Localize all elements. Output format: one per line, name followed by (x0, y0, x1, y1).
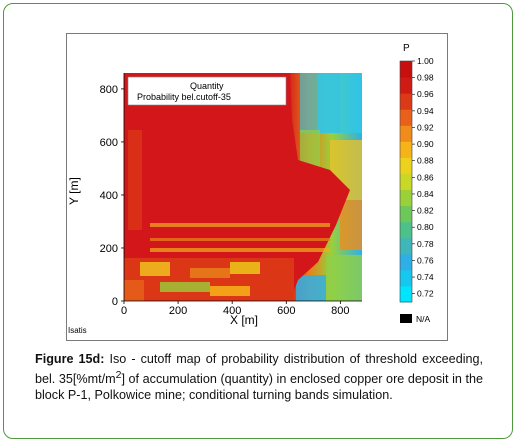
colorbar-segment (400, 77, 412, 94)
colorbar-segment (400, 157, 412, 174)
colorbar-segment (400, 189, 412, 207)
colorbar-segment (400, 141, 412, 158)
colorbar-tick-label: 0.76 (417, 255, 434, 265)
colorbar-tick-label: 0.92 (417, 122, 434, 132)
software-label: Isatis (68, 326, 87, 335)
map-legend-box (127, 76, 287, 106)
colorbar-segment (400, 205, 412, 223)
colorbar-segment (400, 221, 412, 239)
y-axis-label: Y [m] (67, 177, 81, 205)
colorbar-segment (400, 61, 412, 78)
colorbar-missing-label: N/A (416, 314, 431, 324)
colorbar-tick-label: 0.78 (417, 239, 434, 249)
colorbar-segment (400, 93, 412, 110)
caption-label: Figure 15d: (35, 352, 105, 366)
caption-text-2: ] of accumulation (quantity) in enclosed… (35, 372, 483, 403)
colorbar-tick-label: 0.74 (417, 272, 434, 282)
colorbar-frame (399, 60, 413, 303)
colorbar-tick-label: 1.00 (417, 56, 434, 66)
y-tick-label: 800 (100, 84, 118, 96)
colorbar-label: P (403, 43, 410, 54)
colorbar-tick-label: 0.86 (417, 172, 434, 182)
colorbar-tick-label: 0.98 (417, 73, 434, 83)
colorbar-tick-label: 0.82 (417, 206, 434, 216)
x-tick-label: 400 (223, 305, 241, 317)
colorbar-segment (400, 237, 412, 255)
y-tick-label: 0 (112, 296, 118, 308)
colorbar-tick-label: 0.96 (417, 89, 434, 99)
x-tick-label: 200 (169, 305, 187, 317)
colorbar-tick-label: 0.84 (417, 189, 434, 199)
colorbar-missing-swatch (400, 314, 412, 323)
colorbar-segment (400, 285, 412, 303)
caption-sup: 2 (115, 369, 122, 381)
colorbar-tick-label: 0.88 (417, 156, 434, 166)
x-tick-label: 600 (277, 305, 295, 317)
colorbar-tick-label: 0.90 (417, 139, 434, 149)
legend-title: Quantity (190, 81, 224, 91)
colorbar-segment (400, 173, 412, 191)
colorbar-tick-label: 0.80 (417, 222, 434, 232)
figure-caption: Figure 15d: Iso - cutoff map of probabil… (35, 351, 483, 403)
colorbar-segment (400, 125, 412, 142)
colorbar-segment (400, 109, 412, 126)
x-axis-label: X [m] (230, 313, 258, 327)
x-axis-ticks: 0 200 400 600 800 (121, 301, 350, 317)
colorbar-tick-label: 0.94 (417, 106, 434, 116)
y-tick-label: 200 (100, 243, 118, 255)
y-axis-ticks: 0 200 400 600 800 (100, 84, 124, 308)
colorbar: 1.00 0.98 0.96 0.94 0.92 0.90 0.88 0.86 0.84 0.82… (399, 56, 434, 303)
heatmap-map (124, 73, 362, 301)
legend-subtitle: Probability bel.cutoff-35 (137, 92, 231, 102)
colorbar-segment (400, 269, 412, 287)
y-tick-label: 400 (100, 190, 118, 202)
x-tick-label: 0 (121, 305, 127, 317)
y-tick-label: 600 (100, 137, 118, 149)
colorbar-segment (400, 253, 412, 271)
caption-text: Iso - cutoff map of probability distribu… (35, 352, 483, 387)
x-tick-label: 800 (331, 305, 349, 317)
colorbar-tick-label: 0.72 (417, 289, 434, 299)
